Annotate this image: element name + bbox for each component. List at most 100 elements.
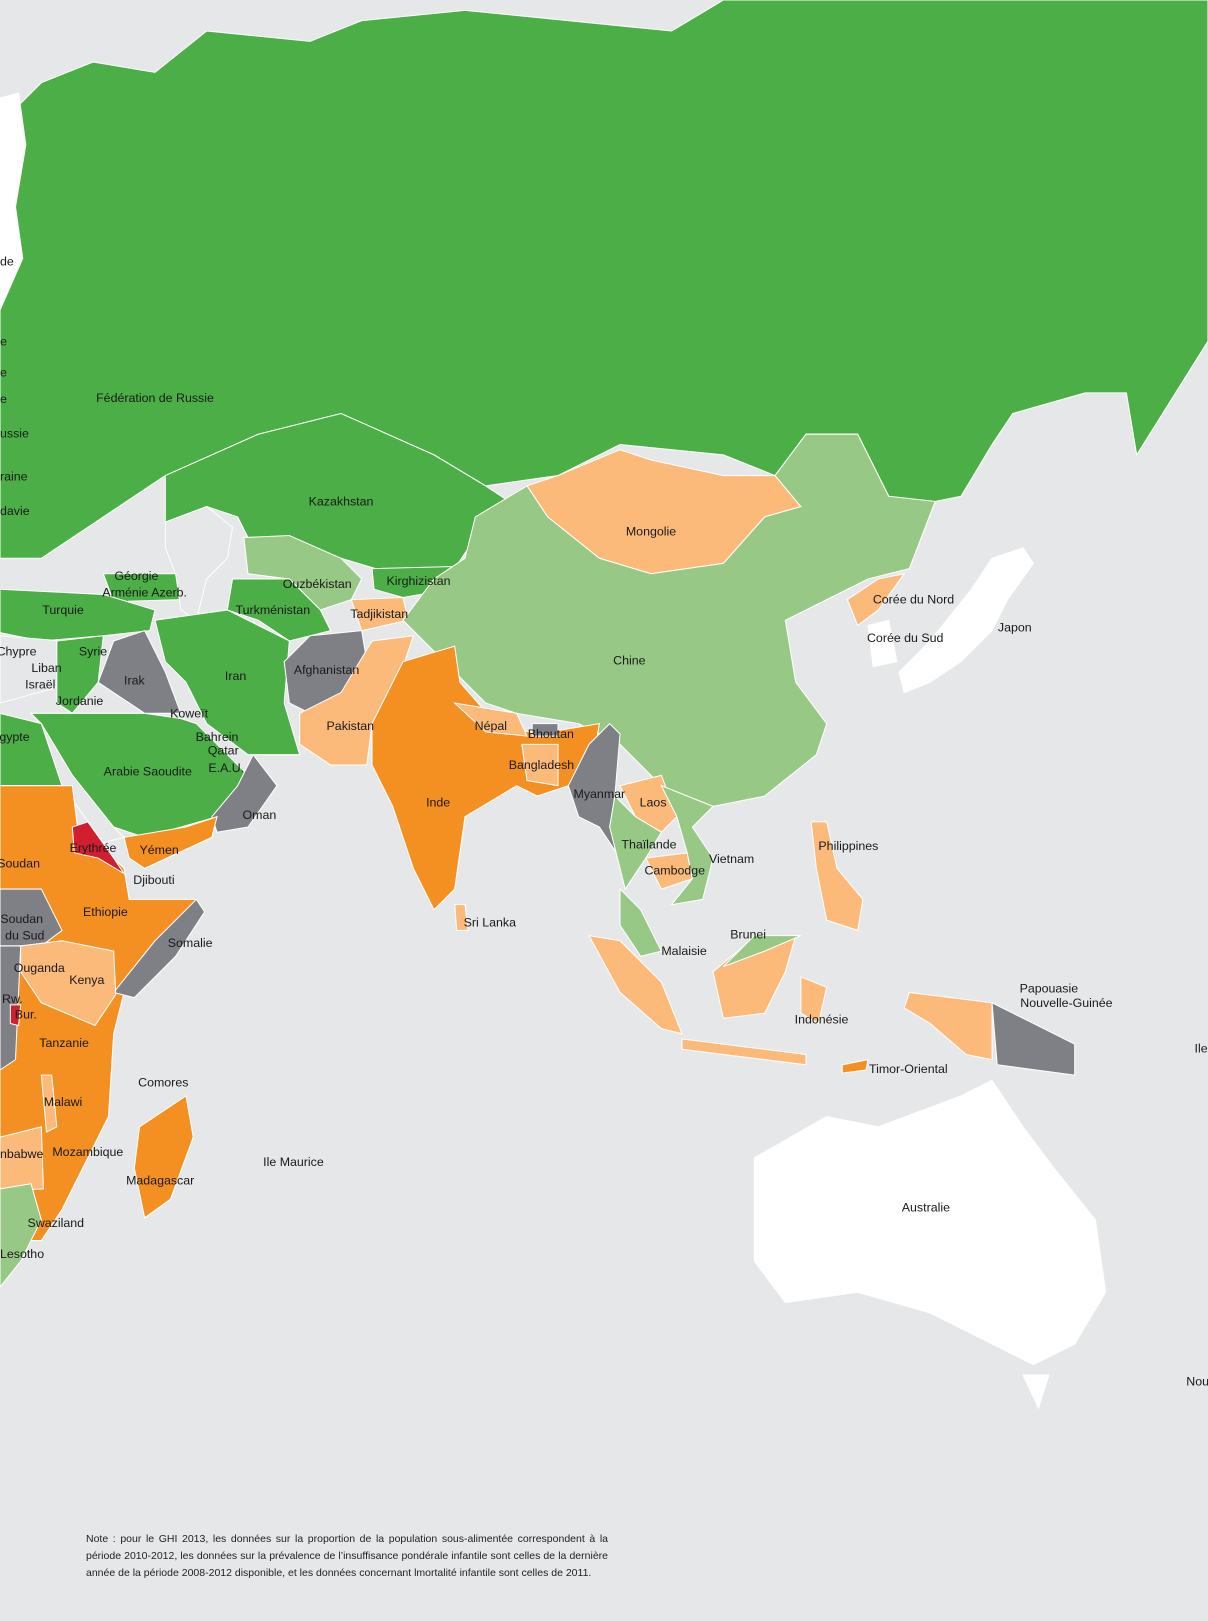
country-label: Nouvelle-Guinée [1020, 996, 1112, 1010]
caspian-sea [164, 505, 234, 622]
country-label: de [0, 255, 14, 269]
country-label: Ouzbékistan [283, 577, 352, 591]
country-label: Thaïlande [621, 838, 676, 852]
laos [619, 774, 678, 833]
country-label: Papouasie [1020, 981, 1079, 995]
country-label: Ethiopie [83, 905, 128, 919]
country-label: Fédération de Russie [96, 391, 214, 405]
country-label: raine [0, 470, 28, 484]
country-label: Corée du Nord [873, 593, 954, 607]
country-label: ussie [0, 426, 29, 440]
madagascar [133, 1094, 194, 1219]
country-label: du Sud [5, 929, 44, 943]
country-label: Kazakhstan [309, 495, 374, 509]
country-label: Mongolie [626, 525, 676, 539]
tasmanie [1022, 1374, 1050, 1410]
country-label: Bahrein [196, 730, 239, 744]
country-label: Qatar [208, 744, 239, 758]
country-label: Syrie [79, 644, 107, 658]
country-label: davie [0, 504, 30, 518]
country-label: Irak [124, 673, 145, 687]
country-label: Bur. [15, 1007, 37, 1021]
country-label: Philippines [818, 839, 878, 853]
coree-du-sud [867, 619, 898, 668]
iran [154, 609, 301, 756]
bangladesh [521, 743, 559, 787]
sumatra [588, 934, 683, 1035]
country-label: Nou [1186, 1374, 1208, 1388]
country-label: Malaisie [661, 944, 707, 958]
country-label: gypte [0, 730, 30, 744]
country-label: Soudan [0, 856, 40, 870]
country-label: Djibouti [133, 873, 174, 887]
country-label: Afghanistan [294, 663, 360, 677]
country-label: Swaziland [28, 1216, 85, 1230]
chine [402, 433, 936, 807]
country-label: Mozambique [52, 1145, 123, 1159]
country-label: Yémen [140, 843, 179, 857]
country-label: Tanzanie [39, 1036, 89, 1050]
country-label: Brunei [730, 928, 766, 942]
australie [753, 1079, 1107, 1366]
country-label: Corée du Sud [867, 631, 944, 645]
finland [0, 92, 27, 311]
nepal [453, 702, 528, 737]
country-label: Myanmar [574, 787, 626, 801]
country-label: Kenya [69, 973, 104, 987]
country-label: Indonésie [795, 1012, 849, 1026]
java [681, 1038, 807, 1066]
country-label: Kirghizistan [386, 574, 450, 588]
country-label: Ile [1195, 1041, 1208, 1055]
map-note: Note : pour le GHI 2013, les données sur… [86, 1533, 608, 1579]
country-label: e [0, 365, 7, 379]
erythree [71, 821, 125, 875]
country-label: Somalie [168, 936, 213, 950]
country-label: Australie [902, 1201, 950, 1215]
country-label: Chine [613, 654, 645, 668]
country-label: Soudan [0, 912, 43, 926]
ouganda-kenya [20, 940, 117, 1027]
malaisie-peninsula [619, 887, 663, 957]
country-label: Sri Lanka [464, 915, 516, 929]
south-africa [0, 1183, 42, 1288]
country-label: Ouganda [14, 961, 65, 975]
country-label: Tadjikistan [350, 607, 408, 621]
country-label: Géorgie [114, 569, 158, 583]
country-label: Madagascar [126, 1174, 194, 1188]
country-label: Oman [243, 808, 277, 822]
malaisie-borneo [722, 935, 802, 968]
country-label: E.A.U. [208, 761, 244, 775]
thailande [609, 794, 663, 891]
country-label: Ile Maurice [263, 1155, 324, 1169]
country-label: Koweït [170, 706, 208, 720]
country-label: Rw. [2, 992, 23, 1006]
country-label: Bhoutan [528, 727, 574, 741]
somalie [112, 898, 206, 999]
country-label: Israël [25, 678, 55, 692]
yemen [123, 815, 218, 869]
zimbabwe [0, 1126, 44, 1192]
country-label: Japon [998, 621, 1032, 635]
country-label: Chypre [0, 644, 37, 658]
country-label: e [0, 392, 7, 406]
country-label: Arménie Azerb. [102, 586, 187, 600]
japon [898, 547, 1034, 694]
sri-lanka [454, 904, 469, 931]
country-label: Arabie Saoudite [104, 764, 192, 778]
malawi [40, 1074, 58, 1133]
country-label: Liban [31, 661, 61, 675]
inde [371, 645, 600, 911]
oman [211, 753, 278, 833]
country-label: nbabwe [0, 1147, 44, 1161]
country-label: e [0, 334, 7, 348]
bhoutan [531, 723, 559, 737]
timor-oriental [841, 1058, 869, 1074]
country-label: Turkménistan [236, 603, 311, 617]
country-label: Népal [475, 719, 507, 733]
country-label: Malawi [44, 1095, 83, 1109]
papouasie-nouvelle-guinee [991, 1001, 1076, 1076]
country-label: Lesotho [0, 1247, 44, 1261]
vietnam [660, 784, 714, 906]
